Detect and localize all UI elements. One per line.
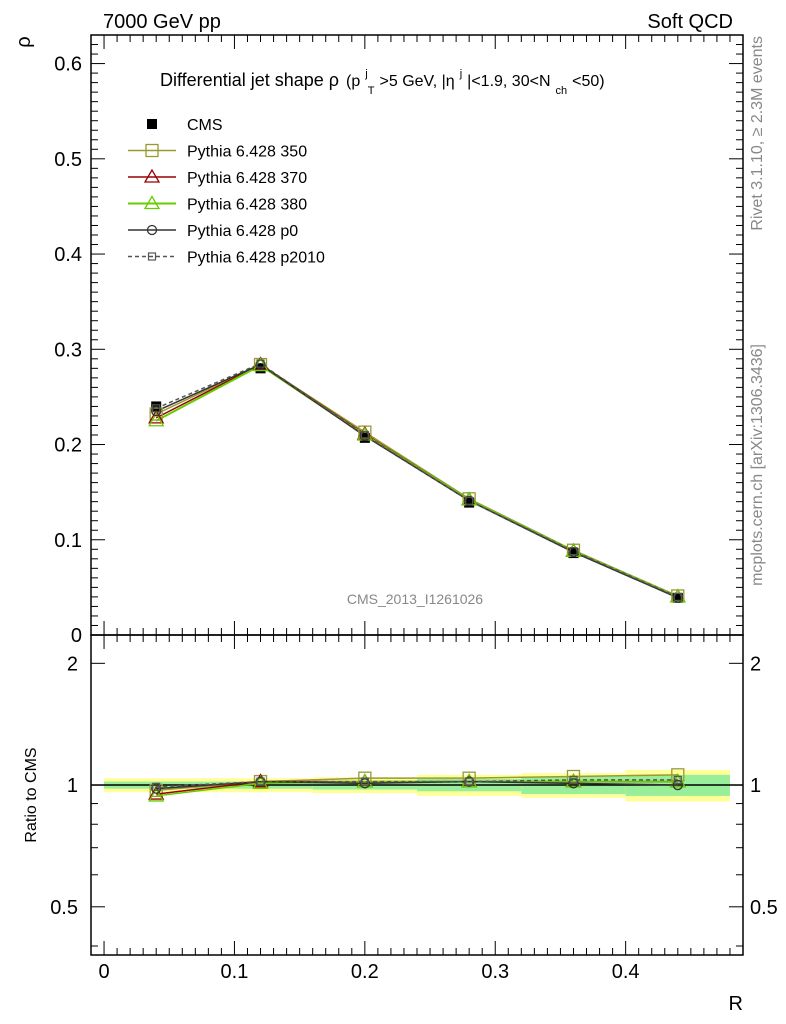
data-point (255, 363, 266, 374)
title-n-sub: ch (556, 85, 568, 97)
title-end: <50) (572, 73, 604, 90)
ratio-point (465, 777, 474, 786)
data-point (465, 496, 474, 505)
data-point (256, 359, 265, 368)
ratio-tick-label: 1 (67, 775, 78, 797)
legend-label: Pythia 6.428 370 (187, 170, 307, 187)
legend-label: CMS (187, 117, 223, 134)
legend-label: Pythia 6.428 p2010 (187, 250, 325, 267)
ratio-point (152, 782, 161, 791)
legend-marker (143, 168, 161, 183)
y-tick-label: 0 (71, 625, 82, 647)
series-line (155, 363, 679, 597)
data-point (464, 495, 475, 506)
header-left: 7000 GeV pp (103, 11, 221, 33)
y-tick-label: 0.1 (54, 530, 82, 552)
x-tick-label: 0 (98, 961, 109, 983)
ratio-tick-label: 0.5 (50, 897, 78, 919)
x-tick-label: 0.1 (221, 961, 249, 983)
ratio-tick-label-right: 1 (750, 775, 761, 797)
ratio-point (148, 787, 165, 802)
title-rest: |<1.9, 30<N (467, 73, 550, 90)
ratio-plot-series (148, 768, 686, 802)
ratio-tick-label-right: 0.5 (750, 897, 778, 919)
data-point (152, 404, 161, 413)
legend-marker (146, 224, 158, 236)
data-point (569, 547, 578, 556)
ratio-point (148, 785, 165, 800)
title-p-sup: j (364, 68, 367, 80)
y-tick-label: 0.3 (54, 339, 82, 361)
title-mid: >5 GeV, |η (380, 73, 455, 90)
ratio-tick-label: 2 (67, 653, 78, 675)
axis-ticks: 0 0.1 0.2 0.3 0.4 0 0.1 0.2 0.3 0.4 0.5 0.6 0.5 0.5 1 1… (50, 34, 778, 983)
main-plot-series (148, 356, 686, 604)
title-p-sub: T (368, 85, 375, 97)
x-tick-label: 0.4 (612, 961, 640, 983)
legend-marker (147, 252, 157, 261)
title-eta-sup: j (459, 68, 462, 80)
data-point (360, 430, 369, 440)
legend-marker (143, 195, 161, 210)
ratio-point (462, 771, 476, 785)
ratio-line (156, 779, 678, 788)
x-tick-label: 0.3 (481, 961, 509, 983)
legend-label: Pythia 6.428 p0 (187, 223, 298, 240)
ratio-point (358, 771, 372, 785)
legend-marker (145, 143, 159, 158)
y-tick-label: 0.4 (54, 244, 82, 266)
ratio-point (256, 777, 265, 786)
ratio-tick-label-right: 2 (750, 653, 761, 675)
series-line (155, 362, 679, 598)
y-tick-label: 0.2 (54, 435, 82, 457)
x-axis-label: R (729, 993, 743, 1015)
y-axis-label: ρ (13, 36, 35, 47)
header-right: Soft QCD (647, 11, 733, 33)
legend-marker (147, 119, 157, 129)
legend-label: Pythia 6.428 350 (187, 144, 307, 161)
data-point (151, 406, 162, 417)
data-point (568, 548, 579, 559)
plot-title: Differential jet shape ρ (p j T >5 GeV, … (160, 61, 605, 98)
rivet-label: Rivet 3.1.10, ≥ 2.3M events (749, 36, 766, 231)
x-tick-label: 0.2 (351, 961, 379, 983)
ratio-point (568, 778, 579, 789)
ratio-point (151, 783, 162, 794)
data-point (149, 407, 163, 421)
ratio-point (673, 775, 682, 784)
data-point (464, 497, 475, 508)
data-point (148, 412, 165, 427)
legend: CMS Pythia 6.428 350 Pythia 6.428 370 Pythi… (128, 117, 325, 267)
analysis-watermark: CMS_2013_I1261026 (347, 591, 483, 607)
data-point (672, 592, 683, 603)
legend-label: Pythia 6.428 380 (187, 197, 307, 214)
y-tick-label: 0.5 (54, 149, 82, 171)
data-point (673, 592, 682, 602)
ratio-point (360, 777, 369, 786)
ratio-point (566, 769, 581, 784)
title-main: Differential jet shape ρ (160, 70, 339, 90)
mcplots-label: mcplots.cern.ch [arXiv:1306.3436] (749, 344, 766, 586)
title-p: (p (346, 73, 360, 90)
y-tick-label: 0.6 (54, 54, 82, 76)
ratio-point (569, 775, 578, 784)
data-point (148, 409, 165, 424)
ratio-axis-label: Ratio to CMS (23, 747, 40, 842)
ratio-point (359, 778, 370, 789)
